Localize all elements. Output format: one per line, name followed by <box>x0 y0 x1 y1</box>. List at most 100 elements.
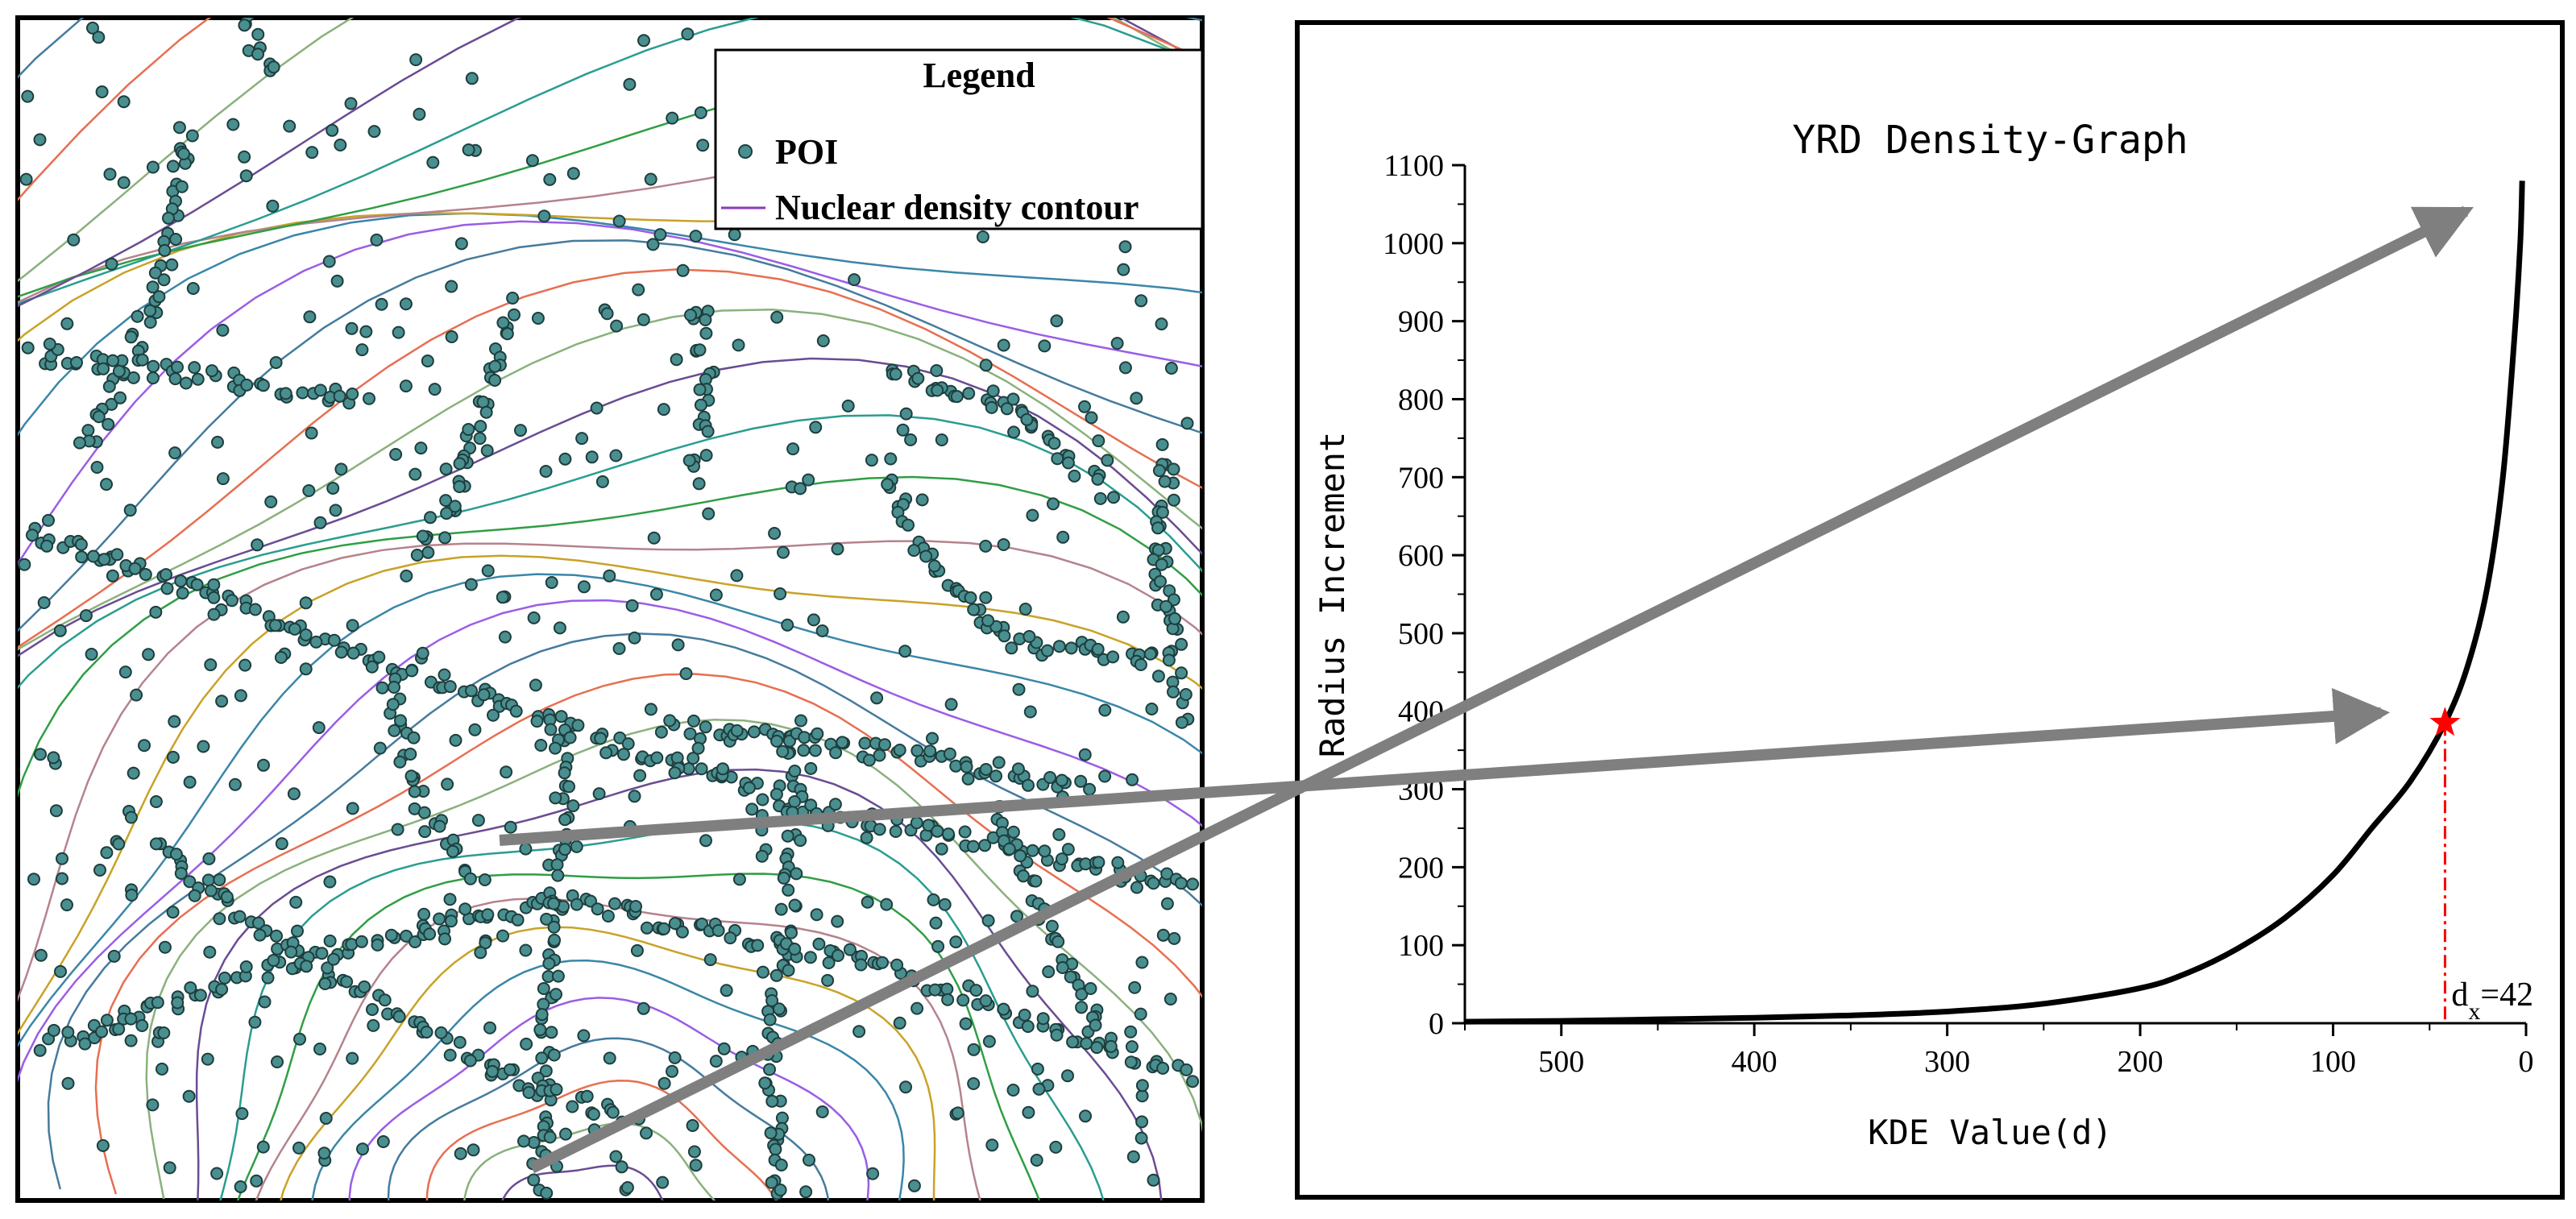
poi-point <box>216 323 230 337</box>
poi-point <box>1026 508 1039 522</box>
poi-point <box>465 72 479 85</box>
poi-point <box>951 1106 964 1120</box>
poi-point <box>299 596 313 610</box>
poi-point <box>334 645 348 659</box>
poi-point <box>334 462 348 476</box>
poi-point <box>37 596 51 609</box>
poi-point <box>775 1111 789 1125</box>
poi-point <box>329 504 342 517</box>
poi-point <box>808 744 822 757</box>
contour-line <box>18 212 1202 437</box>
poi-point <box>663 714 677 728</box>
poi-point <box>764 1126 778 1140</box>
poi-point <box>289 895 303 909</box>
poi-point <box>421 545 435 559</box>
poi-point <box>1017 869 1030 883</box>
poi-point <box>930 364 944 377</box>
poi-point <box>33 133 47 147</box>
poi-point <box>441 777 454 791</box>
dx-star-marker <box>2429 707 2461 736</box>
poi-point <box>644 172 657 186</box>
poi-point <box>253 928 267 942</box>
poi-point <box>1145 703 1159 715</box>
poi-point <box>312 721 326 735</box>
poi-point <box>462 423 475 436</box>
poi-point <box>1098 703 1112 717</box>
poi-point <box>191 372 205 386</box>
poi-point <box>326 482 340 495</box>
poi-point <box>1092 856 1105 869</box>
poi-point <box>279 387 292 400</box>
y-tick-label: 500 <box>1398 617 1444 651</box>
poi-point <box>765 1175 778 1189</box>
poi-point <box>911 371 925 385</box>
poi-point <box>393 755 407 769</box>
poi-point <box>142 648 156 661</box>
poi-point <box>1101 454 1114 467</box>
poi-point <box>166 750 180 764</box>
poi-point <box>522 1086 536 1099</box>
poi-point <box>283 119 297 133</box>
poi-point <box>1029 874 1043 888</box>
poi-point <box>533 1023 547 1037</box>
poi-point <box>566 1100 579 1113</box>
dx-annotation: dx=42 <box>2451 976 2533 1025</box>
poi-point <box>931 939 945 953</box>
contour-line <box>18 540 1202 1002</box>
poi-point <box>958 825 972 839</box>
poi-point <box>1155 505 1169 519</box>
poi-point <box>620 1181 634 1194</box>
poi-point <box>563 731 577 744</box>
poi-point <box>211 435 224 449</box>
poi-point <box>205 364 218 378</box>
poi-point <box>841 399 855 413</box>
poi-point <box>1080 1037 1093 1051</box>
poi-point <box>207 578 221 591</box>
poi-point <box>609 1150 623 1163</box>
poi-point <box>545 576 558 589</box>
poi-point <box>803 1153 815 1167</box>
poi-point <box>256 1140 270 1154</box>
poi-point <box>1023 630 1036 643</box>
contour-line <box>18 220 1202 566</box>
poi-point <box>1180 417 1194 430</box>
poi-point <box>444 914 458 928</box>
poi-point <box>1116 610 1130 624</box>
poi-point <box>1011 762 1025 776</box>
poi-point <box>160 582 174 595</box>
poi-point <box>940 982 954 996</box>
poi-point <box>782 964 795 977</box>
poi-point <box>168 446 182 460</box>
poi-point <box>769 787 783 801</box>
poi-point <box>149 837 163 851</box>
poi-point <box>53 624 67 637</box>
poi-point <box>623 77 637 91</box>
poi-point <box>1128 981 1142 994</box>
poi-point <box>1012 682 1026 696</box>
contour-line <box>311 959 905 1200</box>
y-tick-label: 800 <box>1398 383 1444 417</box>
poi-point <box>1040 644 1054 657</box>
poi-point <box>408 785 421 798</box>
poi-point <box>1047 497 1060 511</box>
poi-point <box>454 237 468 251</box>
poi-point <box>496 316 510 330</box>
poi-point <box>812 937 826 951</box>
poi-point <box>1159 599 1173 613</box>
poi-point <box>1055 773 1068 787</box>
poi-point <box>732 338 745 352</box>
poi-point <box>1050 314 1064 328</box>
poi-point <box>18 558 31 571</box>
poi-point <box>269 356 283 369</box>
poi-point <box>26 529 39 542</box>
poi-point <box>174 574 188 588</box>
poi-point <box>313 384 327 397</box>
poi-point <box>496 929 509 943</box>
poi-point <box>854 958 868 972</box>
poi-point <box>716 762 729 776</box>
poi-point <box>125 889 139 902</box>
poi-point <box>1175 637 1188 651</box>
poi-point <box>458 902 472 916</box>
y-tick-label: 700 <box>1398 461 1444 495</box>
